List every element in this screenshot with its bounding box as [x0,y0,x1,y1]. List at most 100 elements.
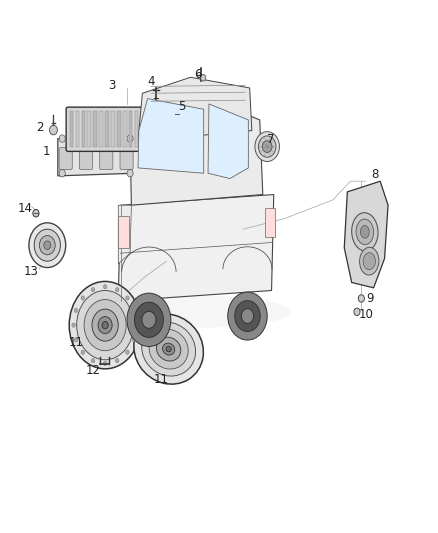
Circle shape [91,287,95,292]
Circle shape [228,292,267,340]
Circle shape [98,317,112,334]
Circle shape [74,308,78,312]
Bar [140,120,147,139]
Circle shape [33,209,39,217]
Circle shape [34,229,60,261]
Polygon shape [138,77,252,141]
Text: 3: 3 [108,79,115,92]
Ellipse shape [156,337,181,361]
Circle shape [262,141,272,152]
Circle shape [255,132,279,161]
FancyBboxPatch shape [120,148,133,169]
Circle shape [77,290,134,360]
Text: 4: 4 [147,75,155,87]
FancyBboxPatch shape [59,148,72,169]
Circle shape [354,308,360,316]
Circle shape [81,296,85,300]
Circle shape [134,302,163,337]
Text: 12: 12 [85,364,100,377]
Circle shape [127,135,133,142]
Circle shape [126,350,129,354]
Ellipse shape [107,296,291,328]
Ellipse shape [352,213,378,251]
Ellipse shape [162,343,175,355]
Polygon shape [130,99,263,205]
Circle shape [102,321,108,329]
Circle shape [103,361,107,366]
Bar [70,111,73,147]
Circle shape [116,359,119,363]
Text: 14: 14 [18,203,33,215]
Bar [99,111,103,147]
Circle shape [92,309,118,341]
Polygon shape [208,104,248,179]
Polygon shape [118,195,274,301]
FancyBboxPatch shape [66,107,142,151]
FancyBboxPatch shape [100,148,113,169]
Circle shape [126,296,129,300]
Circle shape [135,323,138,327]
Circle shape [235,301,260,332]
Bar [117,111,120,147]
Circle shape [69,281,141,369]
Text: 1: 1 [42,146,50,158]
Ellipse shape [360,225,369,238]
Polygon shape [118,205,131,264]
Ellipse shape [141,322,196,376]
Ellipse shape [149,329,188,369]
Ellipse shape [363,253,375,270]
Bar [81,111,85,147]
Circle shape [59,135,65,142]
Circle shape [127,169,133,177]
Bar [135,111,138,147]
Bar [118,216,129,248]
Text: 11: 11 [154,373,169,386]
Circle shape [133,338,136,342]
Text: 2: 2 [35,122,43,134]
Polygon shape [344,181,388,288]
Circle shape [44,241,51,249]
Circle shape [49,125,57,135]
Bar [123,111,127,147]
Circle shape [74,338,78,342]
Circle shape [116,287,119,292]
Circle shape [201,75,206,81]
Bar [111,111,115,147]
Circle shape [174,111,180,117]
Circle shape [241,309,254,324]
Bar [76,111,79,147]
Circle shape [29,223,66,268]
Polygon shape [138,99,204,173]
Text: 9: 9 [366,292,374,305]
Text: 11: 11 [69,336,84,349]
Circle shape [103,285,107,289]
Circle shape [358,295,364,302]
Ellipse shape [134,314,203,384]
Text: 7: 7 [267,133,275,146]
Circle shape [72,323,75,327]
FancyBboxPatch shape [79,148,92,169]
Text: 13: 13 [24,265,39,278]
Circle shape [127,293,171,346]
Circle shape [84,300,126,351]
Text: 10: 10 [358,308,373,321]
Bar [88,111,91,147]
Text: 8: 8 [371,168,378,181]
Polygon shape [58,136,134,176]
Ellipse shape [166,346,171,352]
Circle shape [142,311,156,328]
Circle shape [91,359,95,363]
Bar [93,111,97,147]
Circle shape [133,308,136,312]
Circle shape [258,136,276,157]
Bar [105,111,109,147]
Circle shape [81,350,85,354]
Circle shape [39,236,55,255]
Text: 6: 6 [194,68,202,81]
Ellipse shape [356,219,374,245]
Ellipse shape [360,247,379,275]
Bar [129,111,132,147]
Text: 5: 5 [178,100,185,113]
Circle shape [59,169,65,177]
Bar [265,208,275,237]
